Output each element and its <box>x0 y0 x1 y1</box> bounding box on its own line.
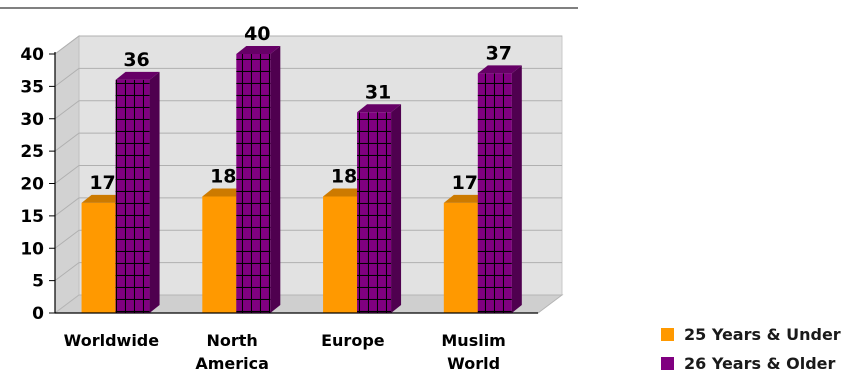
bar-grid <box>236 54 271 313</box>
bar-side <box>511 65 522 313</box>
bar-grid <box>115 79 150 314</box>
bar-side <box>149 71 160 314</box>
data-label: 40 <box>244 23 270 45</box>
data-label: 18 <box>331 165 357 187</box>
data-label: 17 <box>89 172 115 194</box>
bar-top <box>115 71 160 80</box>
bar-grid <box>357 112 392 314</box>
bar-top <box>202 188 247 197</box>
legend-label-over-26: 26 Years & Older <box>684 354 836 373</box>
legend: 25 Years & Under 26 Years & Older <box>661 322 841 380</box>
y-tick-label: 25 <box>20 142 44 162</box>
bar-top <box>443 194 488 203</box>
legend-item-under-25: 25 Years & Under <box>661 322 841 347</box>
data-label: 18 <box>210 165 236 187</box>
x-tick-label: Worldwide <box>64 331 160 350</box>
bar-side <box>270 46 281 313</box>
gridline <box>54 67 562 87</box>
data-label: 17 <box>452 172 478 194</box>
bar-top <box>357 104 402 113</box>
bar-front <box>81 202 116 313</box>
y-tick-label: 10 <box>20 239 44 259</box>
y-tick-label: 0 <box>32 304 44 324</box>
y-tick-label: 35 <box>20 77 44 97</box>
legend-swatch-under-25 <box>661 328 674 341</box>
bar-front <box>202 196 237 313</box>
x-tick-label: North America <box>195 331 269 373</box>
x-tick-label: Muslim World <box>441 331 505 373</box>
gridline <box>54 100 562 120</box>
y-tick-label: 5 <box>32 272 44 292</box>
bar-top <box>236 46 281 54</box>
bar-grid <box>477 73 512 313</box>
gridline <box>54 35 562 55</box>
bar-side <box>391 104 402 314</box>
legend-swatch-over-26 <box>661 357 674 370</box>
bar-top <box>81 194 126 203</box>
bar-top <box>477 65 522 74</box>
data-label: 37 <box>486 42 512 64</box>
legend-item-over-26: 26 Years & Older <box>661 351 841 376</box>
bar-top <box>323 188 368 197</box>
y-tick-label: 30 <box>20 110 44 130</box>
y-tick-label: 40 <box>20 45 44 65</box>
x-tick-label: Europe <box>321 331 385 350</box>
legend-label-under-25: 25 Years & Under <box>684 325 841 344</box>
y-tick-label: 20 <box>20 175 44 195</box>
y-tick-label: 15 <box>20 207 44 227</box>
data-label: 36 <box>123 49 149 71</box>
data-label: 31 <box>365 81 391 103</box>
bar-front <box>443 202 478 313</box>
bar-front <box>323 196 358 313</box>
